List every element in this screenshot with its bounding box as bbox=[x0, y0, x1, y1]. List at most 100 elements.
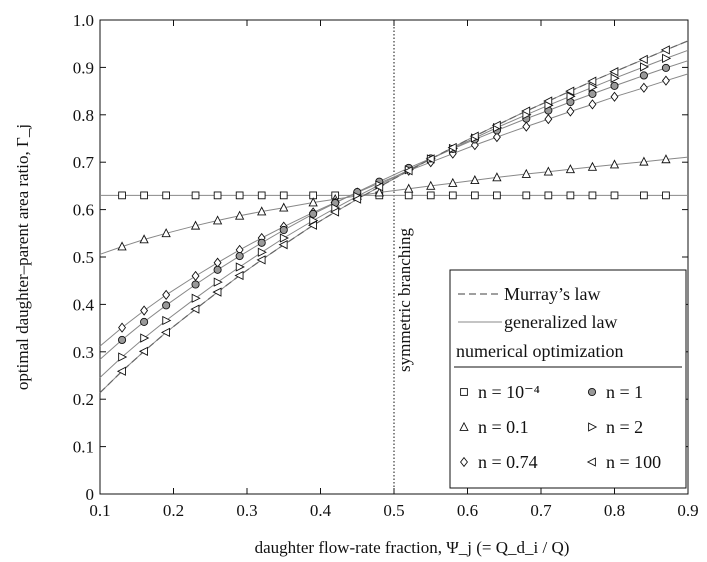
data-point bbox=[492, 131, 501, 143]
data-point bbox=[522, 191, 531, 200]
data-point bbox=[566, 106, 575, 117]
data-point bbox=[307, 220, 317, 230]
legend-murray-label: Murray’s law bbox=[504, 284, 600, 304]
data-point bbox=[639, 71, 648, 80]
data-point bbox=[212, 287, 222, 297]
legend-entry-label: n = 10⁻⁴ bbox=[478, 382, 540, 402]
data-point bbox=[278, 240, 288, 250]
data-point bbox=[491, 120, 501, 130]
data-point bbox=[426, 180, 436, 190]
data-point bbox=[640, 191, 648, 200]
data-point bbox=[330, 207, 340, 217]
data-point bbox=[587, 76, 597, 86]
data-point bbox=[588, 99, 597, 110]
data-point bbox=[566, 91, 576, 101]
series-square bbox=[118, 191, 670, 200]
data-point bbox=[191, 280, 200, 289]
data-point bbox=[235, 252, 244, 261]
data-point bbox=[610, 81, 619, 90]
data-point bbox=[213, 265, 222, 274]
data-point bbox=[118, 191, 126, 200]
series-diamond bbox=[118, 75, 670, 333]
data-point bbox=[139, 234, 149, 244]
y-tick-label: 0.7 bbox=[73, 153, 95, 172]
data-point bbox=[309, 209, 318, 218]
data-point bbox=[235, 210, 245, 220]
data-point bbox=[588, 82, 598, 92]
x-tick-label: 0.4 bbox=[310, 501, 332, 520]
legend-entry-label: n = 1 bbox=[606, 382, 643, 402]
data-point bbox=[140, 317, 149, 326]
y-tick-label: 0 bbox=[86, 485, 95, 504]
data-point bbox=[140, 305, 149, 316]
data-point bbox=[493, 191, 501, 200]
data-point bbox=[118, 322, 127, 333]
data-point bbox=[662, 53, 672, 64]
data-point bbox=[640, 62, 650, 72]
data-point bbox=[662, 191, 670, 200]
legend-entry-label: n = 100 bbox=[606, 452, 661, 472]
x-tick-label: 0.1 bbox=[89, 501, 110, 520]
data-point bbox=[160, 327, 171, 338]
data-point bbox=[117, 241, 127, 251]
data-point bbox=[544, 113, 553, 125]
data-point bbox=[279, 202, 289, 212]
data-point bbox=[279, 191, 288, 200]
data-point bbox=[566, 191, 575, 200]
data-point bbox=[447, 142, 457, 153]
data-point bbox=[140, 333, 150, 343]
data-point bbox=[587, 161, 598, 171]
data-point bbox=[610, 73, 620, 83]
data-point bbox=[609, 67, 619, 77]
x-tick-label: 0.5 bbox=[383, 501, 404, 520]
data-point bbox=[257, 191, 266, 200]
data-point bbox=[279, 233, 289, 243]
y-tick-label: 1.0 bbox=[73, 11, 94, 30]
data-point bbox=[522, 121, 531, 132]
data-point bbox=[191, 191, 200, 200]
data-point bbox=[162, 289, 171, 301]
data-point bbox=[661, 63, 671, 72]
generalized-law-curve bbox=[99, 156, 689, 255]
data-point bbox=[404, 191, 413, 200]
data-point bbox=[639, 82, 648, 93]
data-point bbox=[492, 172, 502, 182]
data-point bbox=[403, 166, 413, 176]
data-point bbox=[190, 220, 201, 230]
series-triangle-left bbox=[116, 45, 670, 376]
y-tick-label: 0.6 bbox=[73, 201, 94, 220]
data-point bbox=[118, 352, 128, 362]
data-point bbox=[638, 54, 648, 64]
y-tick-label: 0.4 bbox=[73, 295, 95, 314]
x-tick-label: 0.2 bbox=[163, 501, 184, 520]
legend-marker bbox=[586, 457, 596, 467]
data-point bbox=[190, 304, 200, 314]
y-tick-label: 0.1 bbox=[73, 438, 94, 457]
data-point bbox=[661, 75, 670, 86]
data-point bbox=[374, 187, 384, 197]
series-triangle-up bbox=[117, 154, 671, 251]
data-point bbox=[161, 228, 171, 238]
data-point bbox=[256, 255, 266, 265]
data-point bbox=[257, 247, 267, 257]
data-point bbox=[609, 159, 620, 169]
data-point bbox=[565, 86, 575, 96]
legend-marker bbox=[587, 387, 597, 397]
y-axis-label: optimal daughter–parent area ratio, Γ_j bbox=[13, 124, 32, 390]
data-point bbox=[235, 191, 244, 200]
data-point bbox=[544, 191, 553, 200]
y-tick-label: 0.2 bbox=[73, 390, 94, 409]
x-tick-label: 0.3 bbox=[236, 501, 257, 520]
data-point bbox=[471, 191, 479, 200]
data-point bbox=[162, 191, 171, 200]
legend-box bbox=[449, 269, 687, 489]
legend-entry-label: n = 0.1 bbox=[478, 417, 529, 437]
data-point bbox=[610, 191, 619, 200]
data-point bbox=[257, 206, 267, 216]
data-point bbox=[140, 191, 148, 200]
data-point bbox=[610, 91, 619, 102]
data-point bbox=[138, 346, 148, 356]
data-point bbox=[521, 106, 531, 116]
legend-marker bbox=[460, 388, 468, 396]
data-point bbox=[543, 96, 553, 106]
